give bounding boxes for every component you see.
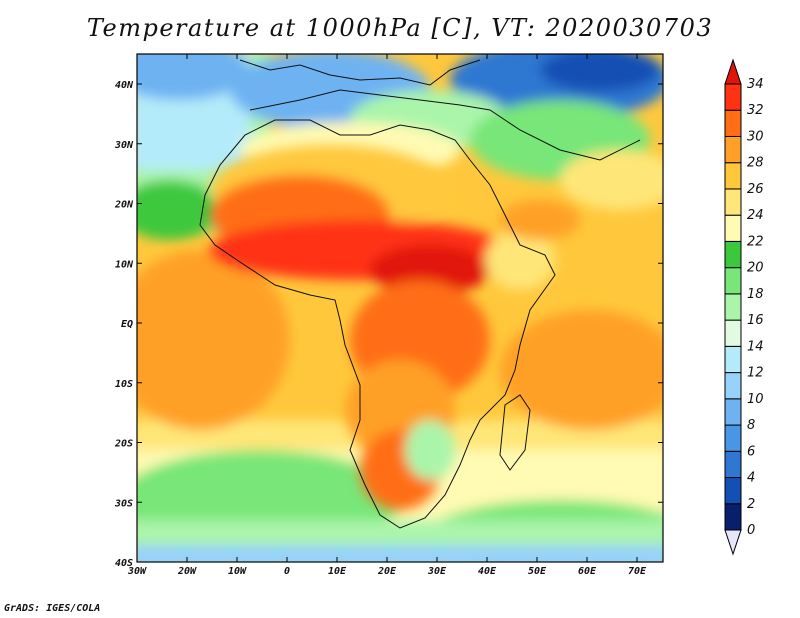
lon-label: 30W [127,566,147,577]
colorbar-label: 8 [747,418,755,433]
colorbar-label: 34 [747,77,764,92]
lon-label: 30E [427,566,447,577]
colorbar-cell [724,83,742,111]
lat-label: EQ [121,319,133,330]
colorbar-cell [724,529,742,556]
colorbar-cell [724,58,742,85]
lon-label: 50E [528,566,547,577]
colorbar-label: 2 [747,497,755,512]
lon-label: 40E [478,566,497,577]
colorbar-cell [724,345,742,374]
colorbar-cell [724,503,742,531]
colorbar-label: 20 [747,261,764,276]
colorbar-label: 4 [747,471,755,486]
colorbar-cell [724,109,742,137]
temperature-field [137,54,663,562]
colorbar-cell [724,188,742,216]
colorbar-cell [724,450,742,479]
colorbar-cell [724,424,742,452]
colorbar-cell [724,267,742,295]
colorbar-label: 28 [747,156,764,171]
colorbar-label: 18 [747,287,764,302]
colorbar-label: 14 [747,339,764,354]
colorbar-label: 0 [747,523,755,538]
colorbar-cell [724,319,742,347]
colorbar-label: 24 [747,208,764,223]
colorbar-cell [724,214,742,242]
lat-label: 10S [115,379,133,390]
lat-label: 40N [115,80,134,91]
lon-label: 60E [578,566,597,577]
lat-label: 30N [114,140,134,151]
colorbar-cell [724,293,742,321]
colorbar-cell [724,240,742,269]
colorbar-cell [724,398,742,426]
colorbar-label: 30 [747,129,764,144]
colorbar-label: 16 [747,313,764,328]
lon-label: 70E [628,566,647,577]
lon-label: 0 [284,566,290,577]
colorbar-label: 10 [747,392,764,407]
lat-label: 40S [115,558,133,569]
map-frame [136,53,664,563]
lon-label: 20W [177,566,197,577]
colorbar-cell [724,372,742,400]
colorbar-cell [724,162,742,190]
africa-warm-field [210,145,580,510]
coastlines [199,59,641,529]
lon-label: 10E [328,566,347,577]
colorbar-cell [724,135,742,164]
plot-title: Temperature at 1000hPa [C], VT: 20200307… [86,14,714,42]
colorbar-label: 32 [747,103,764,118]
lon-label: 20E [377,566,397,577]
lat-label: 10N [115,259,134,270]
colorbar-label: 6 [747,444,755,459]
lat-label: 20N [114,200,134,211]
colorbar-label: 12 [747,366,764,381]
lat-label: 20S [114,439,133,450]
credit-text: GrADS: IGES/COLA [4,603,101,614]
lat-label: 30S [114,498,133,509]
colorbar-label: 26 [747,182,764,197]
colorbar-label: 22 [747,234,764,249]
lon-label: 10W [228,566,247,577]
colorbar-cell [724,477,742,505]
